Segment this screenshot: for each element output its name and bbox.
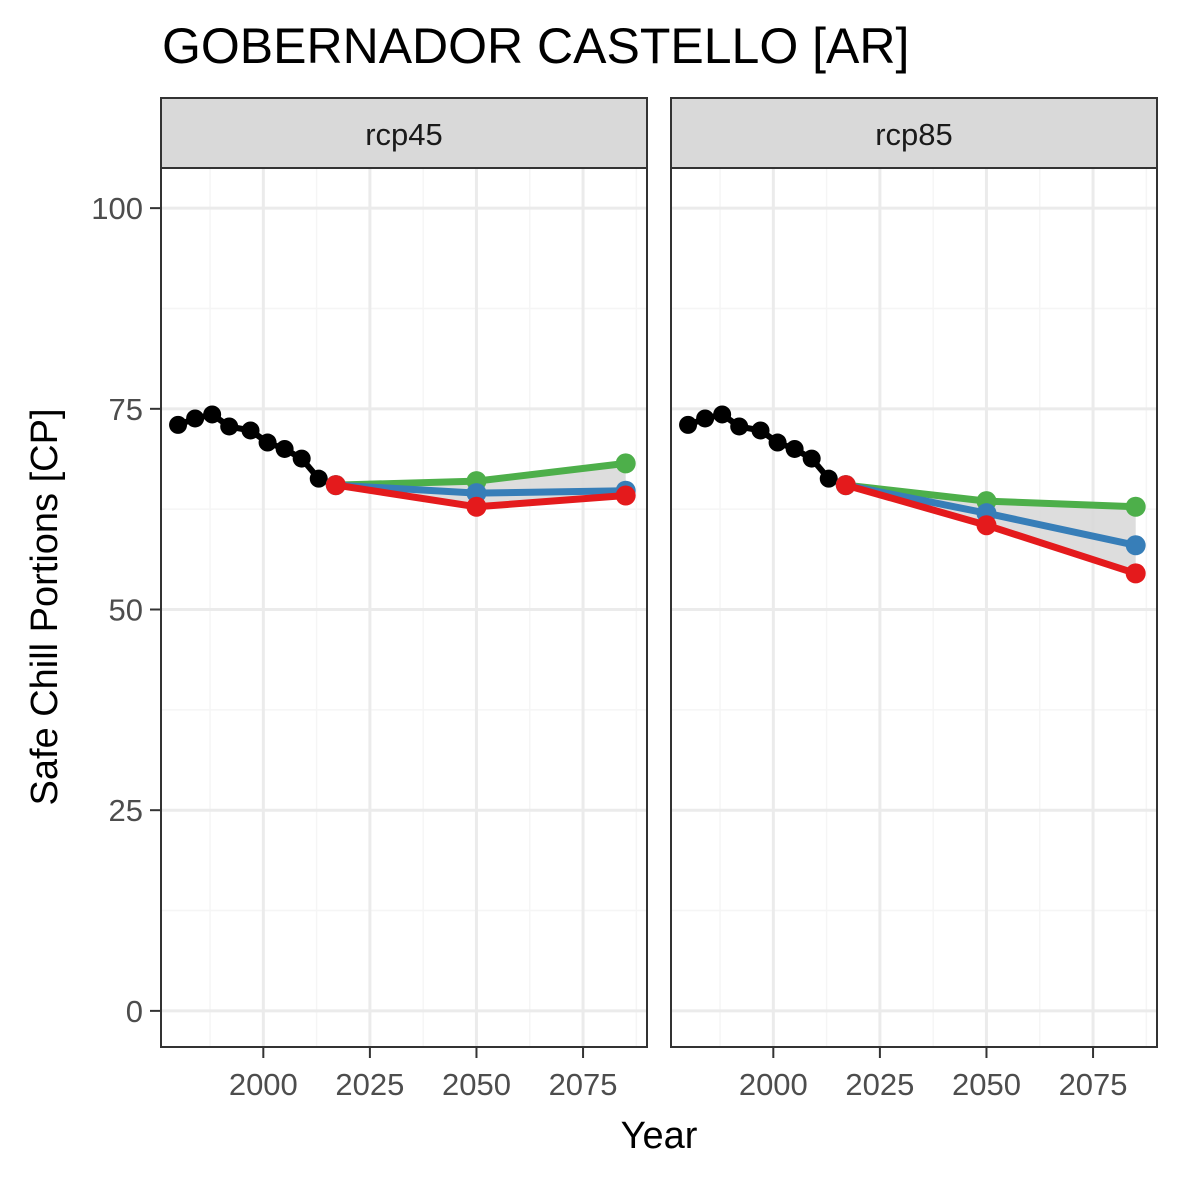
historic-point [679, 415, 698, 434]
x-axis-title: Year [621, 1115, 698, 1157]
x-tick-label: 2025 [335, 1067, 404, 1102]
panel-rcp45: rcp45 2000 2025 2050 2075 [160, 97, 648, 1102]
x-tick-label: 2050 [442, 1067, 511, 1102]
historic-point [292, 449, 311, 468]
panel-border-rcp85 [670, 167, 1158, 1048]
historic-point [785, 439, 804, 458]
strip-label-rcp85: rcp85 [875, 117, 953, 152]
panel-background [161, 168, 647, 1047]
historic-point [751, 421, 770, 440]
grid-rcp85 [671, 168, 1157, 1047]
historic-point [730, 417, 749, 436]
scenario-point-green [1125, 496, 1146, 517]
scenario-point-red [325, 475, 346, 496]
y-tick-label: 25 [109, 793, 143, 828]
historic-point [696, 409, 715, 428]
historic-point [186, 409, 205, 428]
strip-rcp85 [670, 97, 1158, 169]
historic-point [275, 439, 294, 458]
x-tick-label: 2075 [549, 1067, 618, 1102]
strip-label-rcp45: rcp45 [365, 117, 443, 152]
historic-point [241, 421, 260, 440]
y-tick-label: 50 [109, 593, 143, 628]
x-tick-label: 2000 [739, 1067, 808, 1102]
x-axis-rcp85: 2000 2025 2050 2075 [739, 1047, 1128, 1102]
historic-point [169, 415, 188, 434]
y-tick-label: 100 [91, 191, 143, 226]
scenario-point-red [976, 515, 997, 536]
x-tick-label: 2025 [845, 1067, 914, 1102]
scenario-point-red [1125, 563, 1146, 584]
series-rcp45 [169, 405, 636, 517]
x-axis-rcp45: 2000 2025 2050 2075 [229, 1047, 618, 1102]
chart-title: GOBERNADOR CASTELLO [AR] [162, 18, 909, 74]
panel-background [671, 168, 1157, 1047]
scenario-point-blue [1125, 535, 1146, 556]
y-tick-label: 75 [109, 392, 143, 427]
y-tick-label: 0 [126, 994, 143, 1029]
historic-point [203, 405, 222, 424]
scenario-point-red [835, 475, 856, 496]
panel-border-rcp45 [160, 167, 648, 1048]
strip-rcp45 [160, 97, 648, 169]
y-axis-title: Safe Chill Portions [CP] [24, 408, 66, 805]
x-tick-label: 2050 [952, 1067, 1021, 1102]
historic-point [309, 469, 328, 488]
scenario-point-red [466, 496, 487, 517]
scenario-point-red [615, 485, 636, 506]
historic-point [802, 449, 821, 468]
series-rcp85 [679, 405, 1146, 584]
x-tick-label: 2000 [229, 1067, 298, 1102]
grid-rcp45 [161, 168, 647, 1047]
historic-point [220, 417, 239, 436]
scenario-point-green [615, 453, 636, 474]
historic-point [713, 405, 732, 424]
historic-point [819, 469, 838, 488]
panel-rcp85: rcp85 2000 2025 2050 2075 [670, 97, 1158, 1102]
y-axis: 0 25 50 75 100 [91, 191, 161, 1029]
historic-point [768, 433, 787, 452]
historic-point [258, 433, 277, 452]
x-tick-label: 2075 [1059, 1067, 1128, 1102]
